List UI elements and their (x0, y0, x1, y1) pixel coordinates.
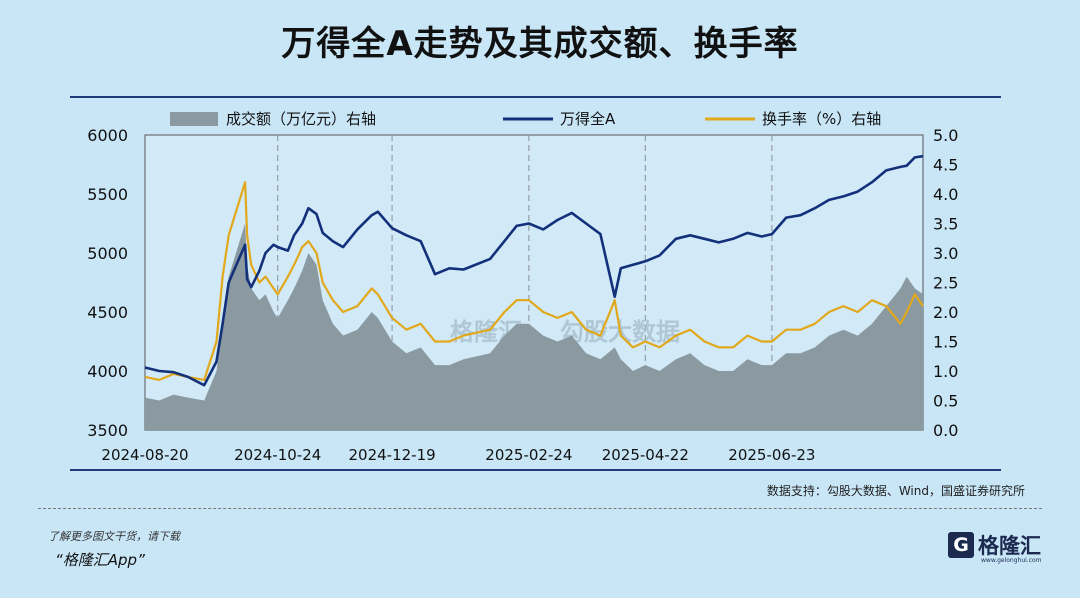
promo-text: 了解更多图文干货，请下载 (48, 530, 180, 543)
y-left-tick-label: 5000 (87, 244, 128, 263)
y-right-tick-label: 5.0 (933, 126, 958, 145)
x-tick-label: 2024-08-20 (101, 446, 188, 464)
x-tick-label: 2025-06-23 (728, 446, 815, 464)
legend: 成交额（万亿元）右轴 万得全A 换手率（%）右轴 (170, 110, 881, 128)
series-index-line (144, 154, 924, 387)
legend-label-index: 万得全A (560, 110, 616, 128)
legend-label-volume: 成交额（万亿元）右轴 (226, 110, 376, 128)
y-left-tick-label: 6000 (87, 126, 128, 145)
bottom-rule (70, 469, 1001, 471)
x-tick-label: 2024-10-24 (234, 446, 321, 464)
x-tick-label: 2025-02-24 (485, 446, 572, 464)
dashed-divider (38, 508, 1042, 509)
y-left-tick-label: 3500 (87, 421, 128, 440)
y-right-tick-label: 2.0 (933, 303, 958, 322)
chart-title: 万得全A走势及其成交额、换手率 (281, 24, 799, 64)
series-volume-area (145, 223, 923, 430)
logo-name: 格隆汇 (978, 534, 1041, 558)
logo-mark-icon: G (948, 532, 974, 558)
gelonghui-logo[interactable]: G 格隆汇 www.gelonghui.com (948, 530, 1044, 566)
y-right-tick-label: 0.5 (933, 392, 958, 411)
y-left-tick-label: 4500 (87, 303, 128, 322)
x-tick-label: 2025-04-22 (602, 446, 689, 464)
legend-label-turnover: 换手率（%）右轴 (762, 110, 881, 128)
y-right-tick-label: 2.5 (933, 274, 958, 293)
series-turnover-line (144, 181, 924, 381)
y-right-tick-label: 3.5 (933, 215, 958, 234)
chart: 成交额（万亿元）右轴 万得全A 换手率（%）右轴 格隆汇 勾股大数据 35004000… (87, 110, 958, 464)
y-right-tick-label: 1.5 (933, 333, 958, 352)
legend-swatch-volume (170, 112, 218, 126)
top-rule (70, 96, 1001, 98)
logo-url: www.gelonghui.com (981, 557, 1042, 564)
y-right-tick-label: 0.0 (933, 421, 958, 440)
axes: 3500 4000 4500 5000 5500 6000 0.0 0.5 1.0 1.5 2.0 2… (87, 126, 958, 464)
y-right-tick-label: 4.0 (933, 185, 958, 204)
promo-app-name[interactable]: “格隆汇App” (55, 551, 145, 569)
y-left-tick-label: 4000 (87, 362, 128, 381)
y-left-tick-label: 5500 (87, 185, 128, 204)
source-note: 数据支持：勾股大数据、Wind，国盛证券研究所 (766, 484, 1025, 498)
y-right-tick-label: 1.0 (933, 362, 958, 381)
y-right-tick-label: 4.5 (933, 156, 958, 175)
y-right-tick-label: 3.0 (933, 244, 958, 263)
x-tick-label: 2024-12-19 (348, 446, 435, 464)
